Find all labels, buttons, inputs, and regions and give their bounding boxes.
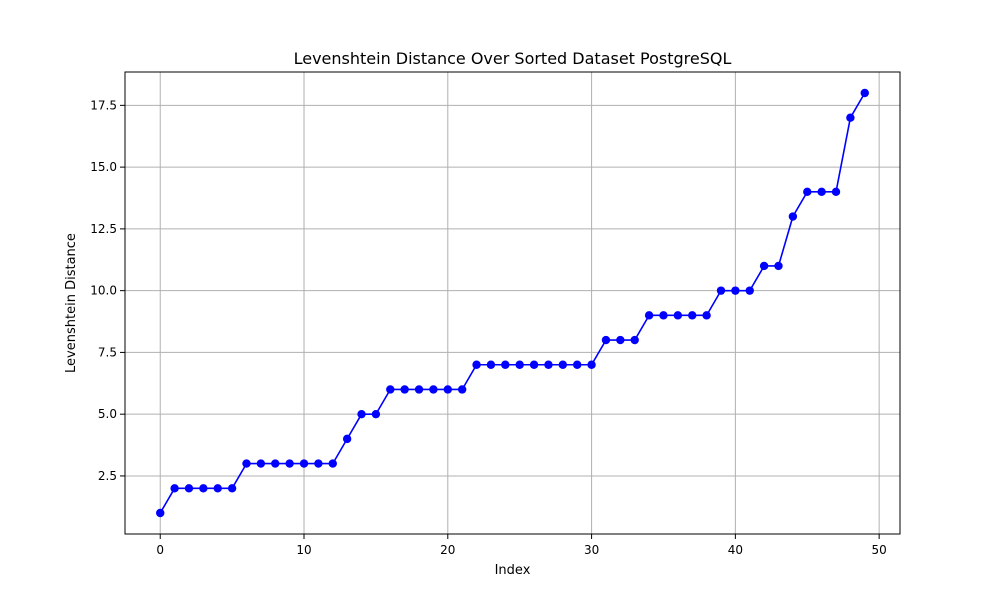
data-point [314, 459, 323, 468]
data-point [414, 385, 424, 394]
y-tick-label: 17.5 [90, 98, 117, 112]
data-point [486, 360, 496, 369]
data-point [515, 360, 524, 369]
data-point [759, 261, 769, 271]
y-tick-label: 10.0 [90, 284, 117, 298]
x-tick-label: 10 [296, 543, 311, 557]
data-point [558, 360, 568, 369]
x-tick-label: 40 [728, 543, 743, 557]
x-tick-label: 0 [156, 543, 164, 557]
data-point [242, 459, 251, 468]
data-point [285, 459, 294, 468]
data-point [788, 212, 798, 221]
data-point [184, 484, 194, 493]
data-point [774, 261, 783, 271]
data-point [688, 311, 697, 320]
y-tick-label: 2.5 [98, 469, 117, 483]
data-point [386, 385, 395, 394]
x-tick-label: 30 [584, 543, 599, 557]
y-tick-label: 12.5 [90, 222, 117, 236]
data-point [443, 385, 452, 394]
data-point [299, 459, 309, 468]
data-point [328, 459, 337, 468]
data-point [342, 434, 352, 444]
data-point [860, 88, 869, 98]
y-tick-label: 5.0 [98, 407, 117, 421]
data-point [457, 385, 467, 394]
y-axis-label: Levenshtein Distance [64, 233, 79, 373]
data-point [501, 360, 510, 369]
data-point [199, 484, 208, 493]
data-point [587, 360, 596, 369]
x-tick-label: 20 [440, 543, 455, 557]
data-point [213, 484, 222, 493]
data-point [846, 113, 855, 122]
data-point [400, 385, 409, 394]
data-point [371, 409, 381, 419]
data-point [357, 409, 366, 419]
data-point [659, 311, 668, 320]
x-tick-label: 50 [872, 543, 887, 557]
data-point [673, 311, 683, 320]
data-point [601, 335, 611, 345]
data-point [227, 484, 237, 493]
data-point [472, 360, 481, 369]
y-tick-label: 15.0 [90, 160, 117, 174]
data-point [529, 360, 539, 369]
data-point [702, 311, 711, 320]
data-point [573, 360, 582, 369]
data-point [716, 286, 726, 295]
data-point [156, 508, 165, 518]
y-tick-label: 7.5 [98, 345, 117, 359]
data-point [745, 286, 754, 295]
axis-ticks: 0 10 20 30 40 50 2.5 5.0 7.5 10.0 12.5 15.0 17.5 [90, 98, 887, 557]
data-point [544, 360, 553, 369]
data-point [616, 335, 625, 345]
data-point [817, 187, 826, 197]
data-point [644, 311, 654, 320]
data-point [803, 187, 812, 197]
data-point [429, 385, 438, 394]
chart-title: Levenshtein Distance Over Sorted Dataset… [294, 49, 732, 68]
data-point [256, 459, 266, 468]
data-point [831, 187, 841, 197]
data-point [271, 459, 280, 468]
grid [125, 72, 900, 534]
data-point [630, 335, 639, 345]
data-point [170, 484, 179, 493]
data-point [731, 286, 740, 295]
series-layer [156, 88, 869, 518]
x-axis-label: Index [495, 563, 531, 578]
plot-frame [124, 71, 901, 535]
